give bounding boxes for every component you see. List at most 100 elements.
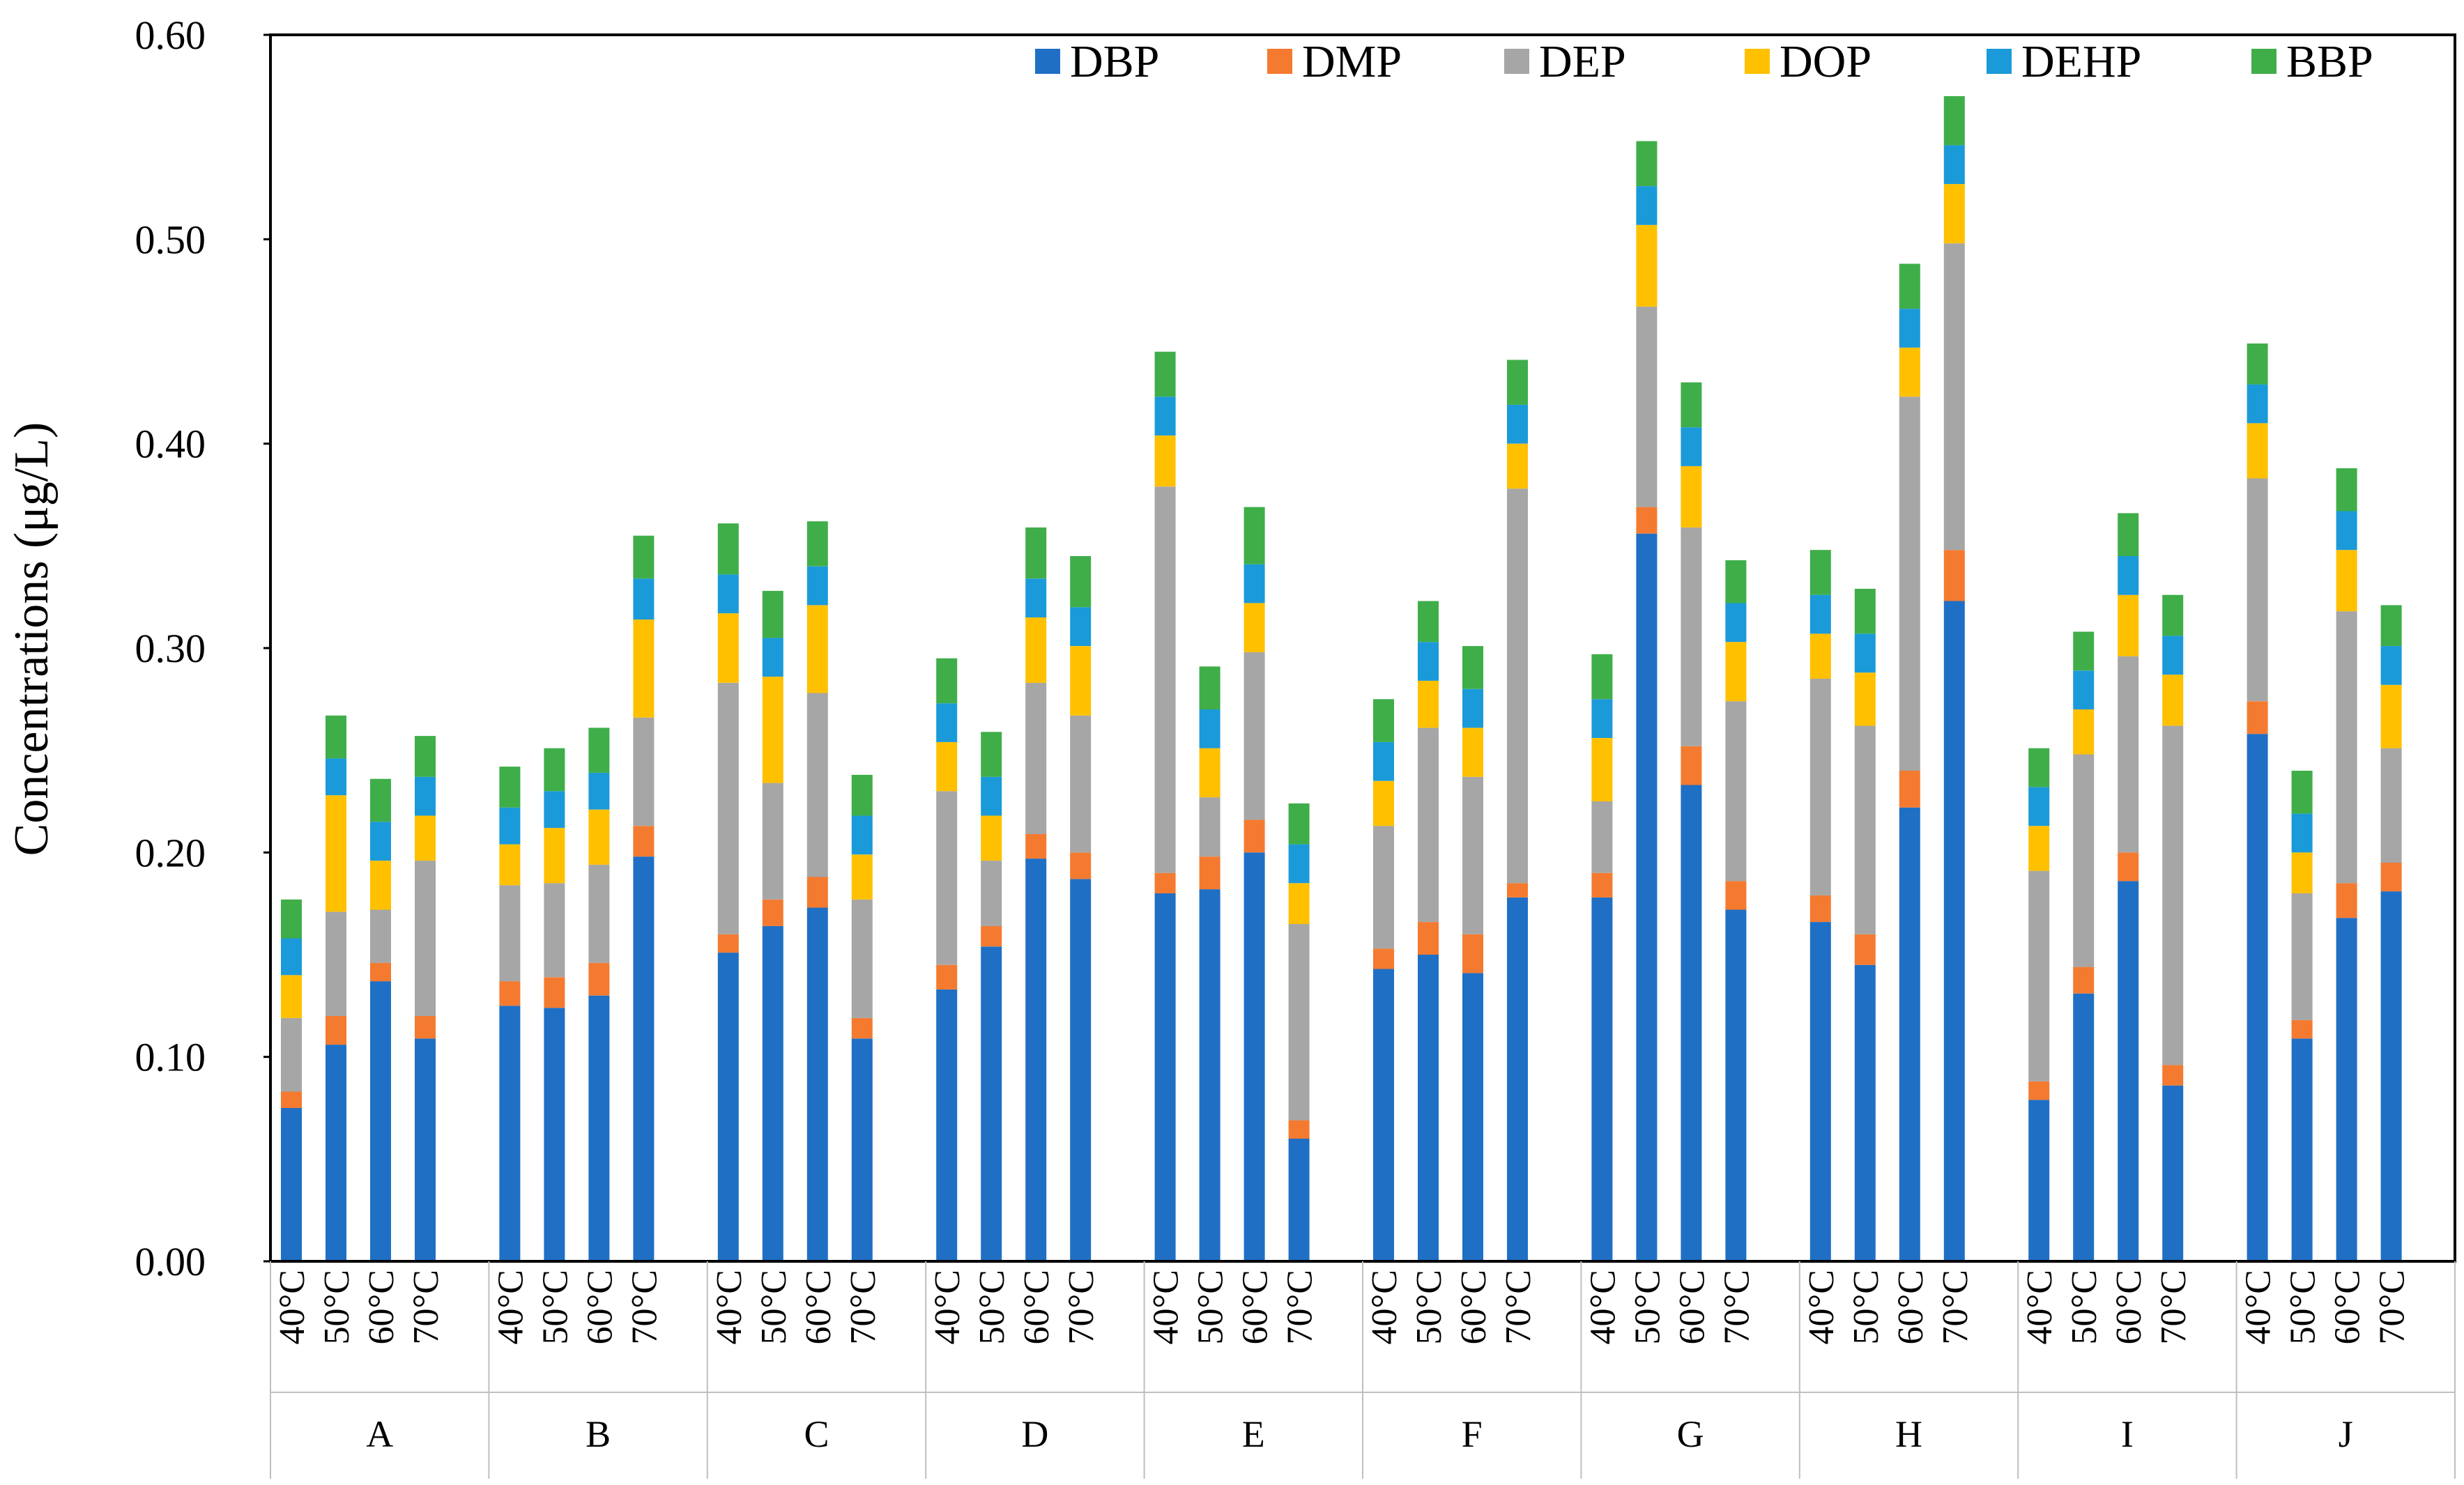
bar-segment-dbp-i-3: [2118, 881, 2139, 1261]
bar-segment-bbp-b-4: [633, 535, 655, 579]
bar-segment-dop-h-4: [1943, 184, 1965, 244]
x-temperature-label: 60°C: [2328, 1270, 2368, 1344]
bar-segment-dep-g-2: [1636, 307, 1658, 507]
legend-label-bbp: BBP: [2286, 36, 2373, 87]
y-tick-label: 0.30: [135, 626, 206, 671]
bar-segment-dehp-b-1: [499, 807, 521, 845]
bar-segment-bbp-e-4: [1288, 803, 1310, 845]
bar-segment-dbp-e-2: [1199, 889, 1220, 1261]
bar-segment-dmp-d-2: [981, 925, 1002, 947]
bar-segment-dep-h-1: [1809, 679, 1831, 895]
y-ticks-layer: 0.00 0.10 0.20 0.30 0.40 0.50 0.60: [135, 13, 270, 1284]
bar-segment-dep-d-4: [1070, 715, 1092, 853]
bar-segment-dop-h-2: [1854, 672, 1876, 726]
bars-layer: [281, 96, 2402, 1262]
bar-segment-dmp-h-3: [1899, 771, 1920, 808]
bar-segment-dehp-d-2: [981, 776, 1002, 816]
x-temperature-label: 70°C: [1062, 1270, 1101, 1344]
bar-segment-dbp-h-1: [1809, 922, 1831, 1261]
bar-segment-dop-c-2: [762, 677, 783, 783]
bar-segment-dehp-h-3: [1899, 309, 1920, 348]
bar-segment-dop-j-3: [2336, 550, 2357, 612]
bar-segment-dbp-c-4: [851, 1038, 873, 1261]
bar-segment-dehp-d-1: [936, 703, 958, 742]
x-temperature-label: 60°C: [1236, 1270, 1276, 1344]
bar-segment-dmp-g-2: [1636, 507, 1658, 534]
bar-segment-dehp-j-3: [2336, 511, 2357, 551]
bar-segment-bbp-j-2: [2291, 771, 2313, 814]
bar-segment-bbp-a-1: [281, 899, 302, 939]
bar-segment-dep-i-3: [2118, 656, 2139, 853]
bar-segment-dehp-j-1: [2247, 384, 2268, 424]
bar-segment-dmp-a-1: [281, 1091, 302, 1108]
bar-segment-dbp-j-1: [2247, 734, 2268, 1261]
bar-segment-dmp-g-3: [1681, 746, 1702, 785]
bar-segment-dehp-e-1: [1154, 397, 1176, 436]
bar-segment-dmp-b-2: [544, 977, 565, 1008]
bar-segment-dep-c-4: [851, 899, 873, 1018]
bar-segment-bbp-d-2: [981, 732, 1002, 777]
bar-segment-dep-e-3: [1244, 652, 1265, 820]
bar-segment-dop-e-3: [1244, 603, 1265, 652]
legend-swatch-dbp: [1035, 49, 1060, 74]
bar-segment-dbp-f-4: [1507, 897, 1528, 1261]
x-temperature-label: 40°C: [1583, 1270, 1623, 1344]
bar-segment-dep-i-1: [2028, 870, 2050, 1082]
legend-label-dop: DOP: [1780, 36, 1872, 87]
bar-segment-bbp-b-3: [588, 728, 610, 773]
bar-segment-dep-e-2: [1199, 797, 1220, 857]
bar-segment-dop-d-1: [936, 741, 958, 792]
bar-segment-dop-a-3: [370, 861, 391, 910]
bar-segment-dmp-a-3: [370, 962, 391, 982]
x-temperature-label: 40°C: [2020, 1270, 2060, 1344]
bar-segment-dep-h-3: [1899, 397, 1920, 771]
bar-segment-dehp-d-4: [1070, 607, 1092, 646]
bar-segment-dop-f-4: [1507, 443, 1528, 489]
x-temperature-label: 40°C: [491, 1270, 530, 1344]
x-temperature-label: 60°C: [1017, 1270, 1057, 1344]
bar-segment-dmp-j-1: [2247, 701, 2268, 734]
bar-segment-dmp-c-3: [806, 877, 828, 908]
x-temperature-label: 50°C: [1409, 1270, 1449, 1344]
bar-segment-dehp-e-4: [1288, 844, 1310, 884]
bar-segment-bbp-i-1: [2028, 748, 2050, 787]
bar-segment-dehp-c-2: [762, 638, 783, 677]
bar-segment-dop-i-2: [2073, 709, 2095, 755]
bar-segment-dbp-e-1: [1154, 893, 1176, 1261]
bar-segment-dop-g-2: [1636, 224, 1658, 307]
x-temperature-label: 60°C: [799, 1270, 839, 1344]
bar-segment-dehp-g-2: [1636, 186, 1658, 225]
bar-segment-dehp-h-4: [1943, 145, 1965, 185]
bar-segment-dep-g-3: [1681, 527, 1702, 746]
bar-segment-bbp-f-2: [1418, 601, 1439, 643]
bar-segment-bbp-c-1: [717, 523, 739, 575]
bar-segment-dop-d-4: [1070, 646, 1092, 716]
y-tick-label: 0.10: [135, 1035, 206, 1080]
bar-segment-dop-a-2: [326, 795, 346, 912]
bar-segment-dep-c-2: [762, 783, 783, 900]
bar-segment-dmp-f-1: [1373, 948, 1394, 969]
bar-segment-dmp-i-2: [2073, 967, 2095, 994]
bar-segment-dmp-j-3: [2336, 883, 2357, 918]
bar-segment-dmp-j-4: [2380, 863, 2402, 892]
bar-segment-dep-d-2: [981, 861, 1002, 926]
x-temperature-label: 50°C: [1846, 1270, 1886, 1344]
bar-segment-bbp-a-4: [415, 736, 436, 777]
bar-segment-dbp-h-3: [1899, 807, 1920, 1261]
bar-segment-dep-c-1: [717, 682, 739, 934]
bar-segment-bbp-h-3: [1899, 263, 1920, 309]
bar-segment-bbp-g-1: [1591, 654, 1613, 700]
x-group-label: C: [804, 1413, 829, 1455]
x-group-label: J: [2339, 1413, 2353, 1455]
bar-segment-dmp-a-4: [415, 1016, 436, 1039]
x-temperature-label: 50°C: [754, 1270, 794, 1344]
bar-segment-dmp-g-1: [1591, 872, 1613, 898]
bar-segment-bbp-h-4: [1943, 96, 1965, 146]
legend-label-dep: DEP: [1539, 36, 1626, 87]
bar-segment-dop-i-4: [2162, 675, 2184, 726]
bar-segment-dop-h-1: [1809, 633, 1831, 679]
bar-segment-dehp-f-4: [1507, 404, 1528, 444]
x-temperature-label: 70°C: [843, 1270, 883, 1344]
